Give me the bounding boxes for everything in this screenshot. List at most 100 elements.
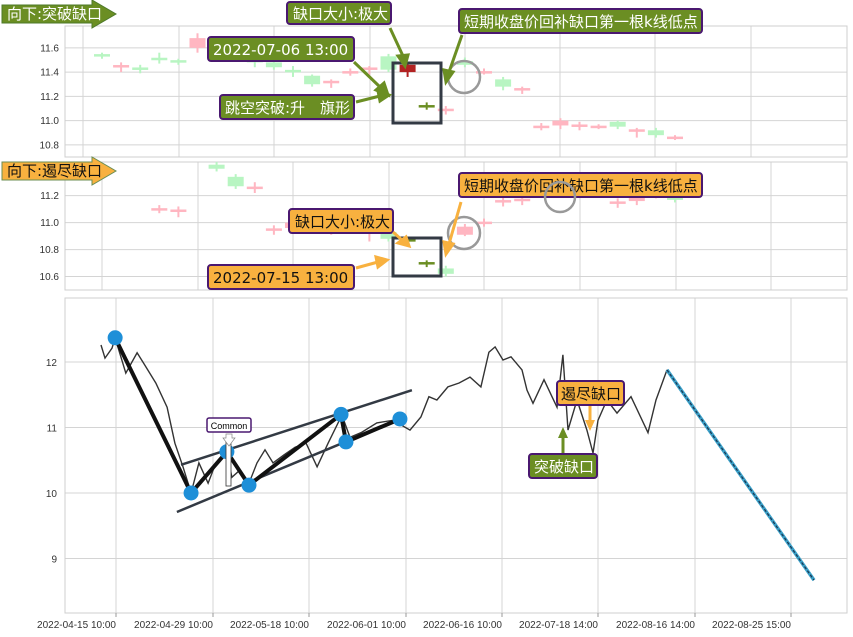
exhaustion-arrow-head: [585, 420, 595, 431]
common-arrow: [222, 433, 236, 447]
x-tick-label: 2022-08-25 15:00: [712, 620, 791, 631]
candle-body: [380, 232, 397, 239]
candle-body: [342, 71, 359, 74]
exhaustion-label-box: [556, 380, 625, 406]
candle-body: [667, 197, 683, 200]
direction-arrow-top: [1, 0, 117, 29]
exhaustion-label: 遏尽缺口: [561, 385, 621, 403]
gap-size-label-top-box: [286, 1, 392, 25]
candle-body: [170, 209, 187, 213]
candle-body: [571, 124, 588, 127]
candle-body: [170, 60, 187, 63]
candle-body: [476, 221, 492, 225]
gap-highlight-box-top: [391, 61, 443, 125]
bottom-annotations: Common 突破缺口 遏尽缺口: [206, 380, 625, 487]
direction-arrow-mid: [1, 156, 117, 186]
x-tick-label: 2022-06-01 10:00: [327, 620, 406, 631]
pivot-point: [107, 330, 123, 346]
candle-body: [132, 67, 149, 70]
candle-body: [514, 88, 531, 91]
note-label-mid: 短期收盘价回补缺口第一根k线低点: [464, 177, 698, 195]
candle-body: [418, 105, 435, 108]
candle-body: [667, 136, 683, 140]
candle-body: [265, 62, 282, 68]
price-line-panel: 12 11 10 9 2022-04-15 10:00 2022-04-29 10:00 2…: [37, 297, 848, 631]
top-candle-panel: 11.6 11.4 11.2 11.0 10.8: [40, 25, 848, 158]
y-tick-label: 11.4: [40, 68, 59, 79]
pattern-label: 跳空突破:升 旗形: [225, 99, 350, 117]
breakaway-label: 突破缺口: [534, 458, 594, 476]
candle-body: [628, 129, 645, 132]
candle-body: [227, 176, 244, 187]
y-tick-label: 9: [51, 555, 57, 566]
candle-body: [285, 69, 301, 73]
y-tick-label: 11.2: [40, 191, 59, 202]
candle-body: [265, 228, 282, 231]
x-tick-label: 2022-05-18 10:00: [230, 620, 309, 631]
time-label-top-box: [207, 36, 355, 62]
candle-body: [437, 268, 454, 274]
candle-body: [151, 208, 168, 211]
direction-label-mid: 向下:遏尽缺口: [7, 162, 102, 180]
candle-body: [304, 75, 321, 85]
arrows-mid: [355, 201, 463, 270]
candle-body: [495, 200, 512, 203]
candle-body: [456, 61, 473, 65]
fill-circle-mid-2: [543, 180, 577, 214]
note-label-mid-box: [458, 172, 703, 198]
y-tick-label: 10.6: [40, 272, 60, 283]
candle-body: [418, 262, 435, 265]
gap-size-label-top: 缺口大小:极大: [293, 5, 388, 23]
candle-body: [437, 108, 454, 112]
pattern-label-box: [219, 94, 355, 120]
forecast-line-dash: [666, 369, 815, 581]
middle-annotations: 向下:遏尽缺口 缺口大小:极大 2022-07-15 13:00 短期收盘价回补…: [1, 156, 703, 290]
candle-body: [647, 130, 664, 136]
candle-body: [552, 120, 569, 126]
candle-body: [514, 198, 531, 202]
candle-body: [609, 121, 626, 127]
zigzag-line: [113, 336, 401, 497]
candle-body: [208, 164, 225, 169]
pivot-point: [241, 477, 257, 493]
x-tick-label: 2022-07-18 14:00: [519, 620, 598, 631]
gap-highlight-box-mid: [391, 236, 443, 278]
y-tick-label: 10.8: [40, 245, 60, 256]
candle-body: [151, 57, 168, 61]
breakaway-label-box: [528, 453, 598, 479]
note-label-top-box: [458, 8, 703, 34]
candle-body: [323, 80, 340, 84]
panel-frame: [64, 25, 848, 158]
y-tick-label: 11: [47, 424, 58, 435]
price-line: [100, 335, 668, 496]
fill-circle-mid: [446, 215, 482, 251]
pivot-point: [333, 406, 349, 422]
candle-body: [609, 201, 626, 204]
gap-size-label-mid-box: [288, 208, 394, 234]
top-annotations: 向下:突破缺口 缺口大小:极大 2022-07-06 13:00 跳空突破:升 …: [1, 0, 703, 125]
y-tick-label: 11.6: [40, 43, 59, 54]
candle-body: [399, 64, 416, 73]
candle-body: [246, 186, 263, 190]
x-tick-label: 2022-04-15 10:00: [37, 620, 116, 631]
gap-size-label-mid: 缺口大小:极大: [295, 213, 390, 231]
y-tick-label: 10: [46, 489, 58, 500]
candle-body: [590, 125, 607, 129]
candle-body: [476, 71, 492, 74]
common-gap-marker: [225, 439, 232, 487]
pivot-point: [392, 411, 408, 427]
common-label-box: [206, 417, 252, 433]
time-label-top: 2022-07-06 13:00: [213, 41, 348, 59]
candle-body: [94, 54, 110, 57]
panel-frame: [64, 297, 848, 614]
forecast-line: [665, 368, 816, 582]
candle-body: [189, 38, 206, 48]
candle-body: [456, 226, 473, 235]
candle-body: [361, 67, 378, 70]
x-tick-label: 2022-08-16 14:00: [616, 620, 695, 631]
y-tick-label: 11.0: [40, 218, 59, 229]
middle-candle-panel: 11.2 11.0 10.8 10.6: [40, 161, 848, 291]
note-label-top: 短期收盘价回补缺口第一根k线低点: [464, 13, 698, 31]
candle-body: [113, 65, 130, 68]
